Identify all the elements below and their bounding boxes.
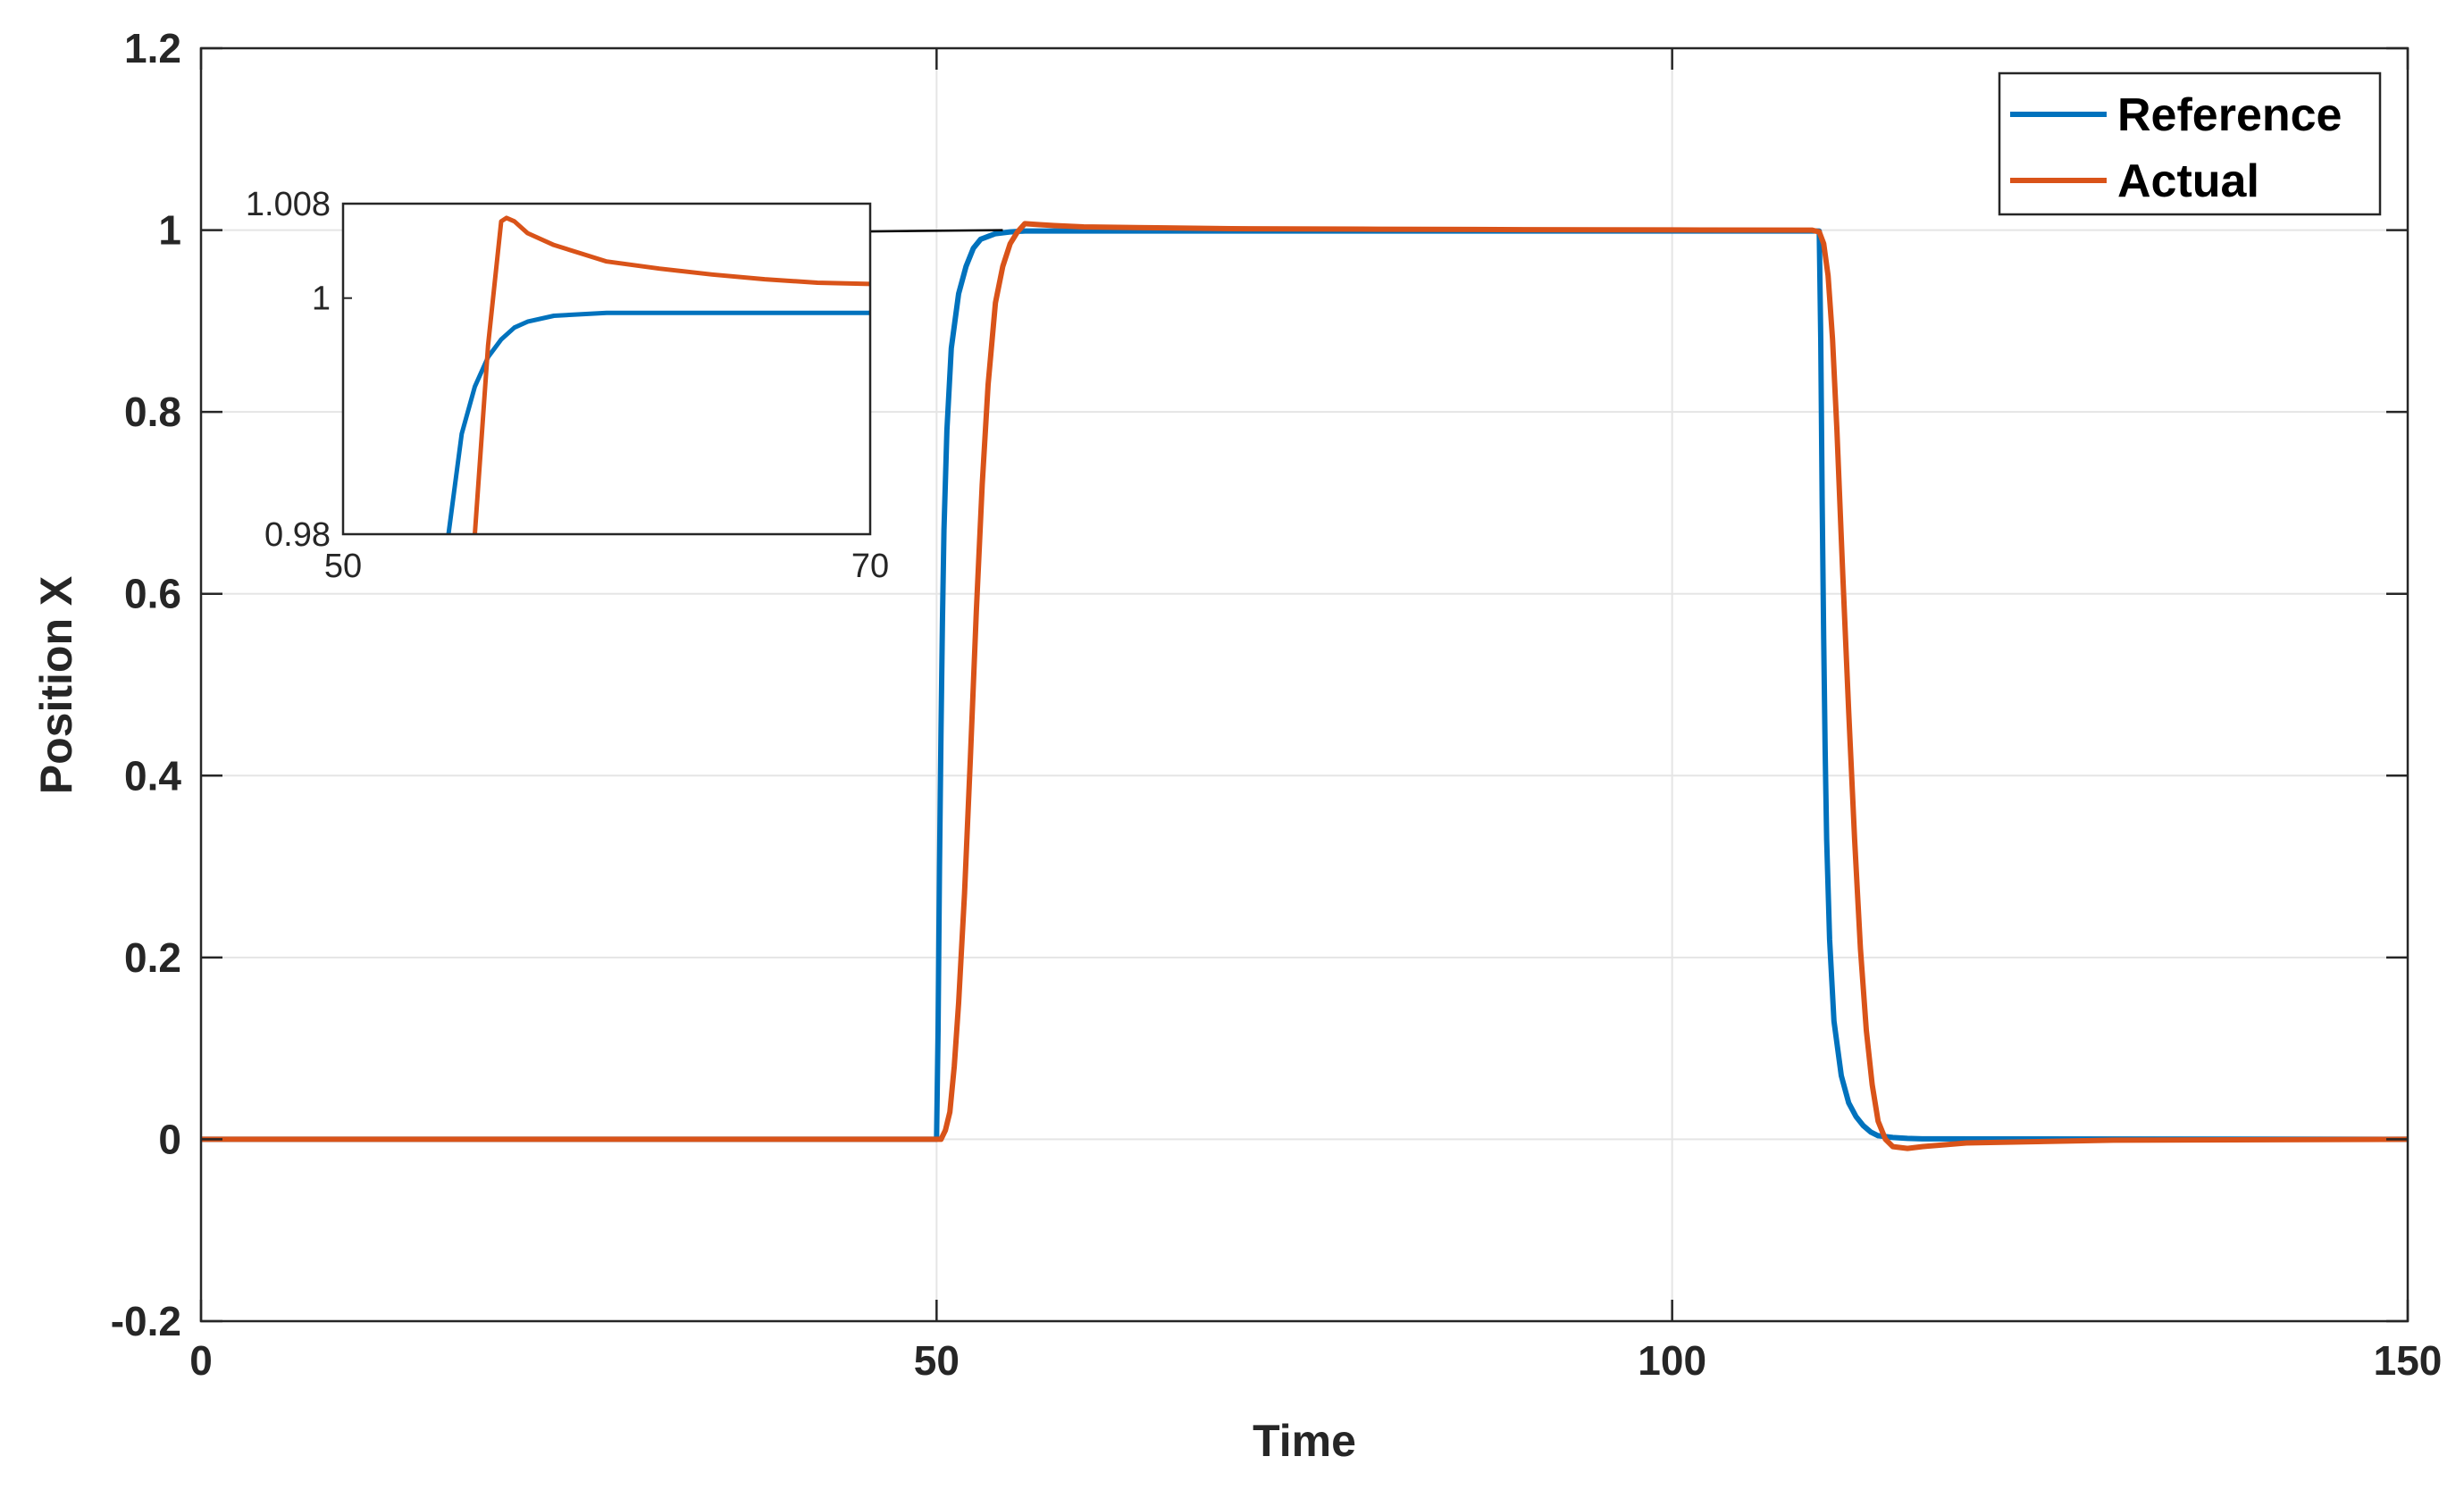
y-tick-label: 1 xyxy=(158,207,181,254)
x-tick-label: 100 xyxy=(1638,1337,1706,1384)
y-tick-label: 0.4 xyxy=(124,752,181,799)
x-tick-label: 150 xyxy=(2374,1337,2443,1384)
inset-series-group xyxy=(446,215,871,535)
series-group xyxy=(201,221,2409,1151)
y-tick-label: -0.2 xyxy=(111,1298,181,1344)
legend: Reference Actual xyxy=(1998,71,2382,216)
legend-label-actual: Actual xyxy=(2117,155,2259,207)
inset-y-tick-label: 1.008 xyxy=(246,186,331,223)
tick-labels: 0 50 100 150-0.200.20.40.60.811.2 xyxy=(111,25,2443,1384)
y-tick-label: 0.6 xyxy=(124,571,181,617)
inset-y-tick-label: 1 xyxy=(312,280,331,318)
inset-series-line-actual xyxy=(473,215,871,535)
inset-tick-labels: 50 70 0.98 1 1.008 xyxy=(246,186,889,585)
inset-tick-marks xyxy=(342,203,871,535)
x-tick-label: 0 xyxy=(189,1337,213,1384)
legend-label-reference: Reference xyxy=(2117,89,2342,141)
y-tick-label: 0 xyxy=(158,1116,181,1162)
legend-box xyxy=(1998,71,2382,216)
inset-plot-area xyxy=(343,204,870,534)
x-tick-label: 50 xyxy=(914,1337,960,1384)
inset-y-tick-label: 0.98 xyxy=(264,516,331,554)
inset-series-line-reference xyxy=(446,310,870,535)
y-tick-label: 1.2 xyxy=(124,25,181,71)
tick-marks xyxy=(199,46,2410,1323)
y-axis-label: Position X xyxy=(31,576,81,794)
x-axis-label: Time xyxy=(1253,1416,1356,1466)
y-tick-label: 0.2 xyxy=(124,934,181,981)
series-line-actual xyxy=(201,221,2409,1151)
y-tick-label: 0.8 xyxy=(124,389,181,435)
inset-axes: 50 70 0.98 1 1.008 xyxy=(246,186,889,585)
inset-x-tick-label: 70 xyxy=(851,548,889,585)
inset-x-tick-label: 50 xyxy=(324,548,362,585)
inset-axes-box xyxy=(341,202,872,536)
axes-box xyxy=(199,46,2410,1323)
